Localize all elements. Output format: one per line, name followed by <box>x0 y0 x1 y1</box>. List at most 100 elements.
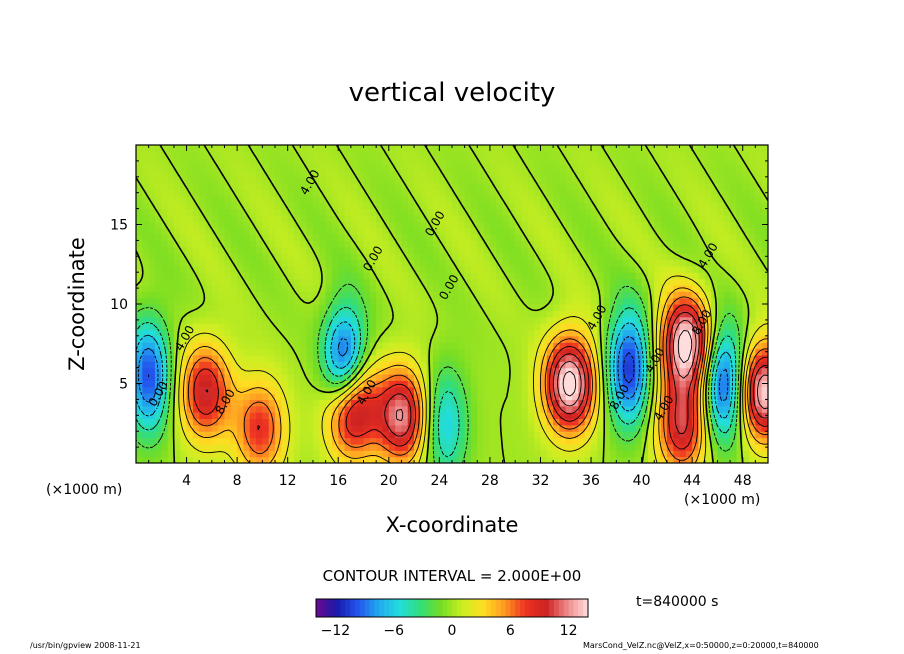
heatmap-cell <box>142 221 150 229</box>
heatmap-cell <box>521 310 529 318</box>
heatmap-cell <box>673 443 681 451</box>
heatmap-cell <box>464 278 472 286</box>
heatmap-cell <box>553 393 561 400</box>
heatmap-cell <box>591 386 598 394</box>
heatmap-field <box>136 145 768 463</box>
heatmap-cell <box>572 405 579 413</box>
heatmap-cell <box>584 335 592 343</box>
heatmap-cell <box>685 424 693 432</box>
heatmap-cell <box>325 170 333 178</box>
heatmap-cell <box>452 373 459 381</box>
heatmap-cell <box>685 348 693 356</box>
heatmap-cell <box>192 456 200 463</box>
heatmap-cell <box>622 157 630 165</box>
heatmap-cell <box>559 202 567 210</box>
heatmap-cell <box>496 157 504 165</box>
heatmap-cell <box>502 367 510 375</box>
heatmap-cell <box>325 348 333 356</box>
heatmap-cell <box>338 157 346 165</box>
heatmap-cell <box>736 170 744 178</box>
heatmap-cell <box>230 170 238 178</box>
heatmap-cell <box>237 170 245 178</box>
heatmap-cell <box>439 361 447 369</box>
heatmap-cell <box>673 183 681 191</box>
heatmap-cell <box>622 246 630 254</box>
heatmap-cell <box>401 221 409 229</box>
heatmap-cell <box>742 145 750 152</box>
heatmap-cell <box>704 450 712 458</box>
heatmap-cell <box>723 342 731 350</box>
heatmap-cell <box>148 405 156 413</box>
heatmap-cell <box>325 354 333 362</box>
heatmap-cell <box>749 380 756 388</box>
heatmap-cell <box>666 189 674 197</box>
heatmap-cell <box>591 412 598 420</box>
heatmap-cell <box>306 399 314 407</box>
heatmap-cell <box>439 164 447 172</box>
heatmap-cell <box>591 393 598 400</box>
heatmap-cell <box>641 240 649 248</box>
heatmap-cell <box>338 195 346 203</box>
heatmap-cell <box>312 316 320 324</box>
heatmap-cell <box>319 380 327 388</box>
heatmap-cell <box>249 189 257 197</box>
heatmap-cell <box>136 189 143 197</box>
heatmap-cell <box>742 265 750 273</box>
heatmap-cell <box>224 297 232 305</box>
heatmap-cell <box>306 316 314 324</box>
heatmap-cell <box>534 335 542 343</box>
heatmap-cell <box>534 221 542 229</box>
heatmap-cell <box>698 450 706 458</box>
heatmap-cell <box>148 386 156 394</box>
heatmap-cell <box>616 443 624 451</box>
heatmap-cell <box>736 304 744 311</box>
heatmap-cell <box>357 450 365 458</box>
heatmap-cell <box>742 450 750 458</box>
heatmap-cell <box>401 176 409 184</box>
heatmap-cell <box>445 323 453 331</box>
heatmap-cell <box>154 412 162 420</box>
heatmap-cell <box>452 361 459 369</box>
heatmap-cell <box>654 227 662 235</box>
heatmap-cell <box>154 361 162 369</box>
heatmap-cell <box>527 214 535 222</box>
heatmap-cell <box>622 405 630 413</box>
heatmap-cell <box>275 291 282 299</box>
heatmap-cell <box>414 227 421 235</box>
heatmap-cell <box>616 284 624 292</box>
heatmap-cell <box>167 329 175 337</box>
heatmap-cell <box>704 278 712 286</box>
heatmap-cell <box>477 424 485 432</box>
heatmap-cell <box>534 342 542 350</box>
heatmap-cell <box>148 431 156 439</box>
heatmap-cell <box>369 367 377 375</box>
heatmap-cell <box>584 259 592 267</box>
heatmap-cell <box>521 443 529 451</box>
heatmap-cell <box>350 354 358 362</box>
heatmap-cell <box>224 450 232 458</box>
heatmap-cell <box>508 342 516 350</box>
heatmap-cell <box>641 456 649 463</box>
heatmap-cell <box>578 145 586 152</box>
heatmap-cell <box>186 240 194 248</box>
heatmap-cell <box>407 399 415 407</box>
heatmap-cell <box>414 310 421 318</box>
heatmap-cell <box>338 412 346 420</box>
heatmap-cell <box>464 386 472 394</box>
heatmap-cell <box>736 221 744 229</box>
heatmap-cell <box>230 342 238 350</box>
heatmap-cell <box>319 259 327 267</box>
heatmap-cell <box>407 176 415 184</box>
heatmap-cell <box>685 221 693 229</box>
heatmap-cell <box>401 214 409 222</box>
heatmap-cell <box>685 151 693 159</box>
heatmap-cell <box>325 399 333 407</box>
heatmap-cell <box>622 323 630 331</box>
heatmap-cell <box>230 164 238 172</box>
heatmap-cell <box>344 157 352 165</box>
heatmap-cell <box>711 450 719 458</box>
heatmap-cell <box>464 183 472 191</box>
heatmap-cell <box>736 208 744 216</box>
heatmap-cell <box>388 195 396 203</box>
heatmap-cell <box>338 278 346 286</box>
